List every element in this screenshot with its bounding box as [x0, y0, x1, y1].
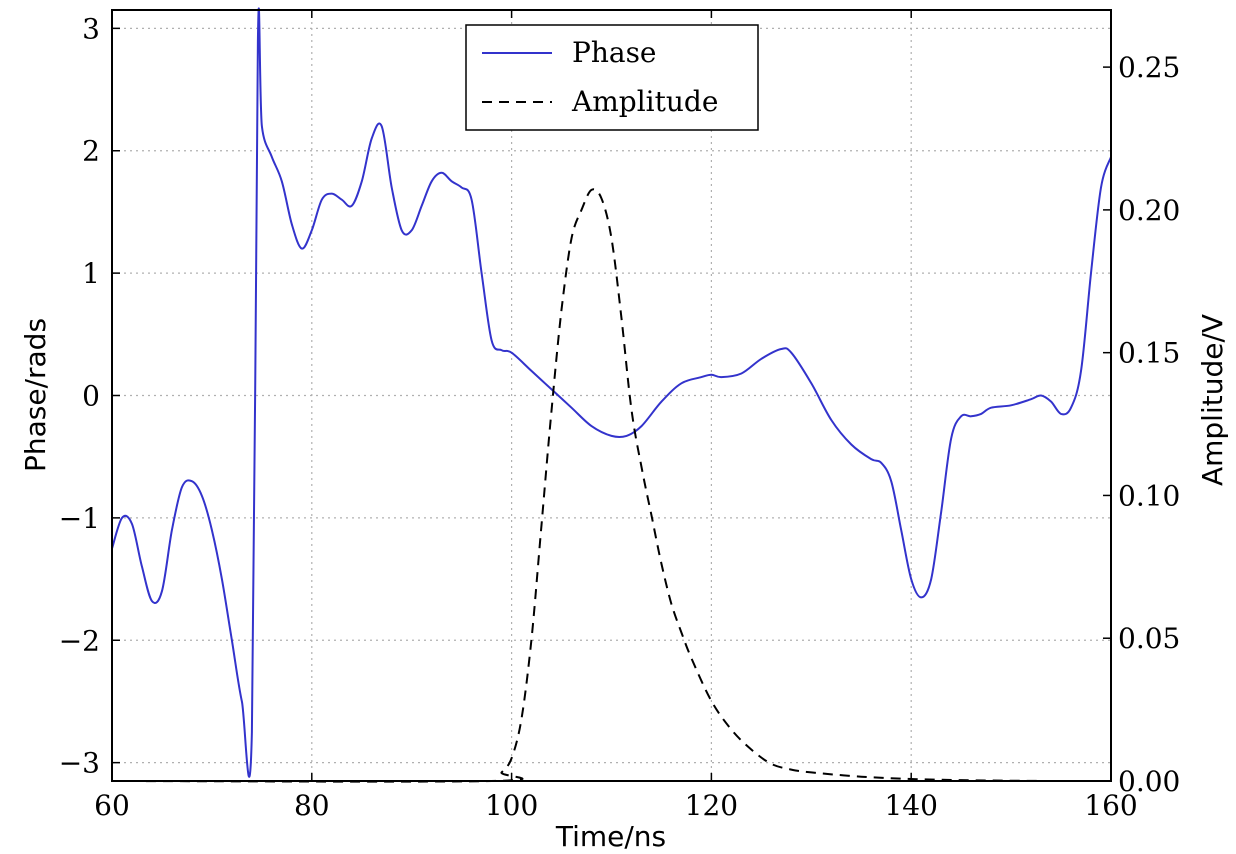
y-tick-label-left: −2 [59, 624, 100, 657]
series-line-amplitude [111, 188, 1111, 783]
x-tick-label: 120 [685, 789, 738, 822]
x-tick-label: 80 [294, 789, 330, 822]
y-tick-label-right: 0.25 [1118, 51, 1180, 84]
y-tick-label-left: 1 [82, 257, 100, 290]
x-tick-label: 140 [884, 789, 937, 822]
y-tick-label-right: 0.05 [1118, 622, 1180, 655]
legend-box [465, 24, 759, 131]
y-tick-label-left: 0 [82, 380, 100, 413]
y-axis-label-left: Phase/rads [19, 318, 52, 472]
tick-labels: 60 80 100 120 140 160 −3 −2 −1 0 1 2 3 0.00 0.05 0.10 0.… [59, 12, 1181, 822]
series-line-phase [111, 7, 1112, 778]
y-tick-label-left: 3 [82, 12, 100, 45]
legend-amplitude-label: Amplitude [571, 85, 718, 118]
y-tick-label-right: 0.20 [1118, 194, 1180, 227]
x-axis-label: Time/ns [555, 820, 666, 853]
y-tick-label-left: −1 [59, 502, 100, 535]
x-tick-label: 160 [1084, 789, 1137, 822]
x-tick-label: 60 [94, 789, 130, 822]
y-tick-label-left: −3 [59, 747, 100, 780]
ticks [111, 10, 1112, 782]
legend: Phase Amplitude [465, 24, 759, 131]
y-tick-label-right: 0.10 [1118, 479, 1180, 512]
y-axis-label-right: Amplitude/V [1196, 314, 1229, 486]
y-tick-label-right: 0.15 [1118, 337, 1180, 370]
y-tick-label-left: 2 [82, 135, 100, 168]
legend-phase-label: Phase [572, 36, 657, 69]
plot-lines [111, 7, 1112, 783]
y-tick-label-right: 0.00 [1118, 765, 1180, 798]
x-tick-label: 100 [485, 789, 538, 822]
